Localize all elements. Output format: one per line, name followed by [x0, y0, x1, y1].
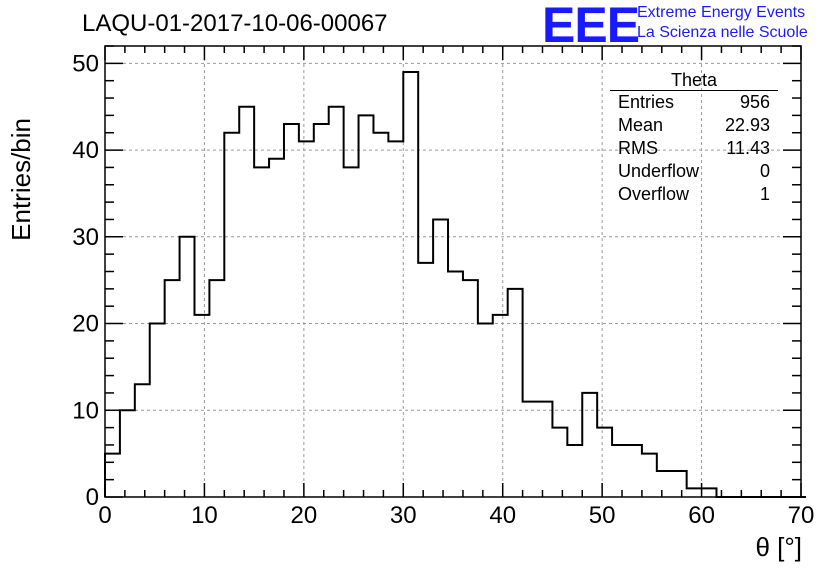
- y-tick-label: 50: [72, 50, 99, 77]
- stats-label: Overflow: [618, 184, 690, 204]
- y-tick-label: 40: [72, 137, 99, 164]
- y-tick-label: 10: [72, 397, 99, 424]
- stats-value: 11.43: [726, 138, 770, 158]
- stats-row-entries: Entries 956: [610, 91, 778, 114]
- stats-title: Theta: [610, 70, 778, 91]
- x-tick-label: 30: [390, 502, 417, 529]
- stats-row-rms: RMS 11.43: [610, 137, 778, 160]
- x-tick-label: 0: [98, 502, 111, 529]
- stats-box: Theta Entries 956 Mean 22.93 RMS 11.43 U…: [610, 70, 778, 206]
- logo-line-2: La Scienza nelle Scuole: [637, 24, 808, 41]
- stats-label: Mean: [618, 115, 664, 135]
- x-axis-label: θ [°]: [755, 532, 802, 562]
- plot-frame: [104, 45, 802, 498]
- x-tick-label: 60: [688, 502, 715, 529]
- grid-lines: [105, 46, 801, 497]
- x-tick-label: 50: [589, 502, 616, 529]
- stats-row-underflow: Underflow 0: [610, 160, 778, 183]
- x-tick-label: 40: [489, 502, 516, 529]
- y-tick-label: 30: [72, 224, 99, 251]
- x-tick-label: 70: [788, 502, 815, 529]
- stats-value: 956: [739, 92, 770, 112]
- y-tick-label: 0: [86, 484, 99, 511]
- y-axis-label: Entries/bin: [6, 118, 36, 241]
- histogram-step-line: [104, 71, 806, 498]
- stats-label: RMS: [618, 138, 658, 158]
- eee-logo: EEE: [542, 0, 640, 53]
- x-tick-label: 10: [191, 502, 218, 529]
- stats-row-mean: Mean 22.93: [610, 114, 778, 137]
- stats-value: 1: [759, 184, 770, 204]
- stats-label: Underflow: [618, 161, 700, 181]
- logo-line-1: Extreme Energy Events: [637, 4, 806, 21]
- stats-label: Entries: [618, 92, 675, 112]
- y-tick-label: 20: [72, 311, 99, 338]
- stats-value: 22.93: [724, 115, 770, 135]
- chart-title: LAQU-01-2017-10-06-00067: [82, 10, 388, 37]
- x-tick-label: 20: [291, 502, 318, 529]
- stats-row-overflow: Overflow 1: [610, 183, 778, 206]
- stats-value: 0: [759, 161, 770, 181]
